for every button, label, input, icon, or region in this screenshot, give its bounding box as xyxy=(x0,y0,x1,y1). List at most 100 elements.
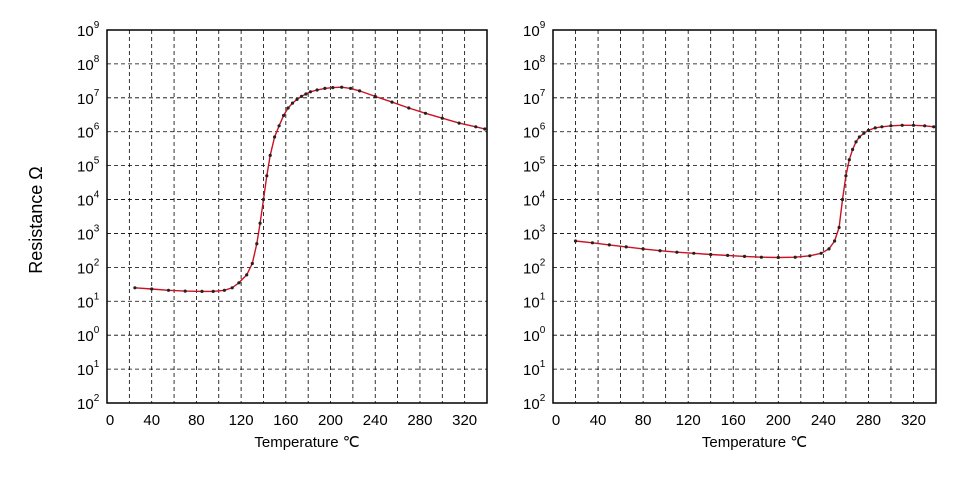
data-point xyxy=(847,158,851,162)
x-tick-label: 320 xyxy=(901,412,926,429)
data-point xyxy=(641,247,645,251)
data-point xyxy=(726,253,730,257)
y-tick-label: 101 xyxy=(523,291,546,311)
y-tick-label: 102 xyxy=(77,257,100,277)
data-point xyxy=(624,245,628,249)
data-point xyxy=(692,251,696,255)
data-point xyxy=(340,85,344,89)
x-tick-label: 280 xyxy=(856,412,881,429)
x-tick-label: 80 xyxy=(188,412,205,429)
data-point xyxy=(323,86,327,90)
data-point xyxy=(833,239,837,243)
data-point xyxy=(286,106,290,110)
data-point xyxy=(133,286,137,290)
x-tick-label: 320 xyxy=(452,412,477,429)
data-point xyxy=(573,239,578,243)
data-point xyxy=(150,287,154,291)
data-point xyxy=(590,241,595,245)
x-tick-label: 120 xyxy=(229,412,254,429)
data-point xyxy=(268,153,272,157)
data-point xyxy=(844,174,848,178)
y-tick-label: 103 xyxy=(77,223,100,243)
y-tick-label: 104 xyxy=(77,190,100,210)
data-point xyxy=(675,250,679,254)
x-tick-label: 0 xyxy=(552,412,560,429)
data-point xyxy=(483,127,487,131)
y-tick-label: 107 xyxy=(77,88,100,108)
y-tick-label: 102 xyxy=(77,393,100,413)
data-point xyxy=(308,90,312,94)
x-axis-title: Temperature ℃ xyxy=(702,434,807,451)
y-tick-label: 104 xyxy=(523,190,546,210)
y-tick-label: 108 xyxy=(77,54,100,74)
data-point xyxy=(440,116,444,120)
data-point xyxy=(793,255,797,259)
y-tick-label: 105 xyxy=(523,156,546,176)
y-tick-label: 106 xyxy=(523,122,546,142)
data-point xyxy=(349,86,353,90)
y-tick-label: 101 xyxy=(77,359,100,379)
chart-right: 0 40 80 120 160 200 240 280 320 102 101 100 101 102 10… xyxy=(523,20,937,451)
x-tick-label: 40 xyxy=(143,412,160,429)
data-point xyxy=(358,89,362,93)
data-point xyxy=(290,101,295,105)
data-point xyxy=(840,197,845,202)
y-tick-label: 102 xyxy=(523,393,546,413)
x-tick-label: 40 xyxy=(590,412,607,429)
grid xyxy=(107,30,487,403)
x-tick-label: 240 xyxy=(811,412,836,429)
x-tick-label: 120 xyxy=(676,412,701,429)
data-point xyxy=(759,255,764,259)
data-point xyxy=(407,106,411,110)
x-tick-label: 0 xyxy=(106,412,114,429)
y-tick-label: 101 xyxy=(523,359,546,379)
data-point xyxy=(923,124,927,128)
data-point xyxy=(261,197,266,202)
data-point xyxy=(273,135,277,139)
x-tick-label: 200 xyxy=(766,412,791,429)
data-point xyxy=(222,288,226,292)
y-tick-label: 101 xyxy=(77,291,100,311)
data-point xyxy=(900,123,904,127)
grid xyxy=(553,30,936,403)
x-tick-label: 280 xyxy=(407,412,432,429)
data-point xyxy=(250,261,254,266)
x-tick-label: 80 xyxy=(635,412,652,429)
data-point xyxy=(911,123,916,127)
x-axis-title: Temperature ℃ xyxy=(254,434,359,451)
data-point xyxy=(315,88,319,92)
series-line xyxy=(575,124,934,259)
data-point xyxy=(230,286,234,290)
data-point xyxy=(423,111,428,115)
data-point xyxy=(255,242,259,246)
plot-frame xyxy=(106,29,488,404)
x-tick-label: 200 xyxy=(318,412,343,429)
data-point xyxy=(474,125,478,129)
y-axis-title: Resistance Ω xyxy=(26,166,46,274)
data-point xyxy=(299,94,304,98)
y-tick-label: 100 xyxy=(77,325,100,345)
data-point xyxy=(880,125,884,129)
series-line xyxy=(134,86,485,293)
data-point xyxy=(862,131,866,135)
data-point xyxy=(709,252,713,257)
data-point xyxy=(183,289,187,293)
data-point xyxy=(819,251,823,255)
y-tick-label: 100 xyxy=(523,325,546,345)
x-tick-label: 240 xyxy=(363,412,388,429)
data-point xyxy=(245,273,249,277)
data-point xyxy=(873,126,877,130)
y-tick-label: 109 xyxy=(523,20,546,40)
data-point xyxy=(390,100,394,104)
data-point xyxy=(857,135,862,139)
y-tick-label: 109 xyxy=(77,20,100,40)
data-point xyxy=(866,128,871,132)
y-tick-label: 108 xyxy=(523,54,546,74)
data-point xyxy=(854,140,858,144)
data-point xyxy=(282,113,286,118)
data-point xyxy=(889,124,893,128)
data-point xyxy=(200,289,204,293)
plot-frame xyxy=(552,29,937,404)
data-point xyxy=(827,247,831,251)
